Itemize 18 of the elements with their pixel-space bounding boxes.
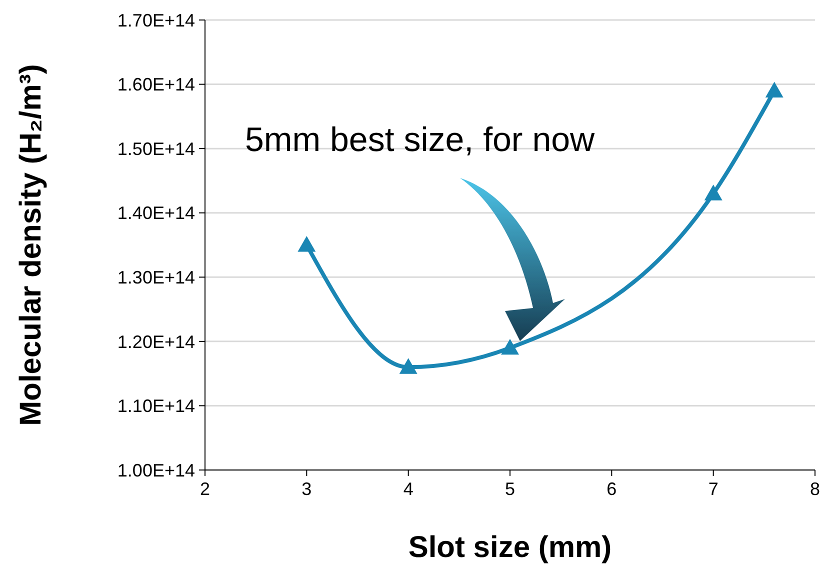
x-axis-title: Slot size (mm) <box>408 531 612 564</box>
y-tick-label: 1.00E+14 <box>117 460 195 480</box>
x-tick-label: 2 <box>200 478 210 499</box>
x-tick-label: 7 <box>708 478 718 499</box>
y-tick-label: 1.30E+14 <box>117 268 195 288</box>
x-tick-label: 8 <box>810 478 820 499</box>
y-tick-label: 1.10E+14 <box>117 396 195 416</box>
x-tick-label: 5 <box>504 478 516 499</box>
y-tick-label: 1.50E+14 <box>117 138 195 159</box>
annotation: 5mm best size, for now <box>245 121 596 159</box>
y-axis-title: Molecular density (H₂/m³) <box>14 64 48 426</box>
x-tick-label: 6 <box>606 478 617 499</box>
y-tick-label: 1.70E+14 <box>117 10 195 30</box>
y-tick-label: 1.20E+14 <box>117 332 195 352</box>
x-tick-label: 3 <box>302 478 312 499</box>
y-tick-label: 1.60E+14 <box>117 74 195 95</box>
y-tick-label: 1.40E+14 <box>117 203 195 224</box>
x-tick-label: 4 <box>403 478 414 499</box>
